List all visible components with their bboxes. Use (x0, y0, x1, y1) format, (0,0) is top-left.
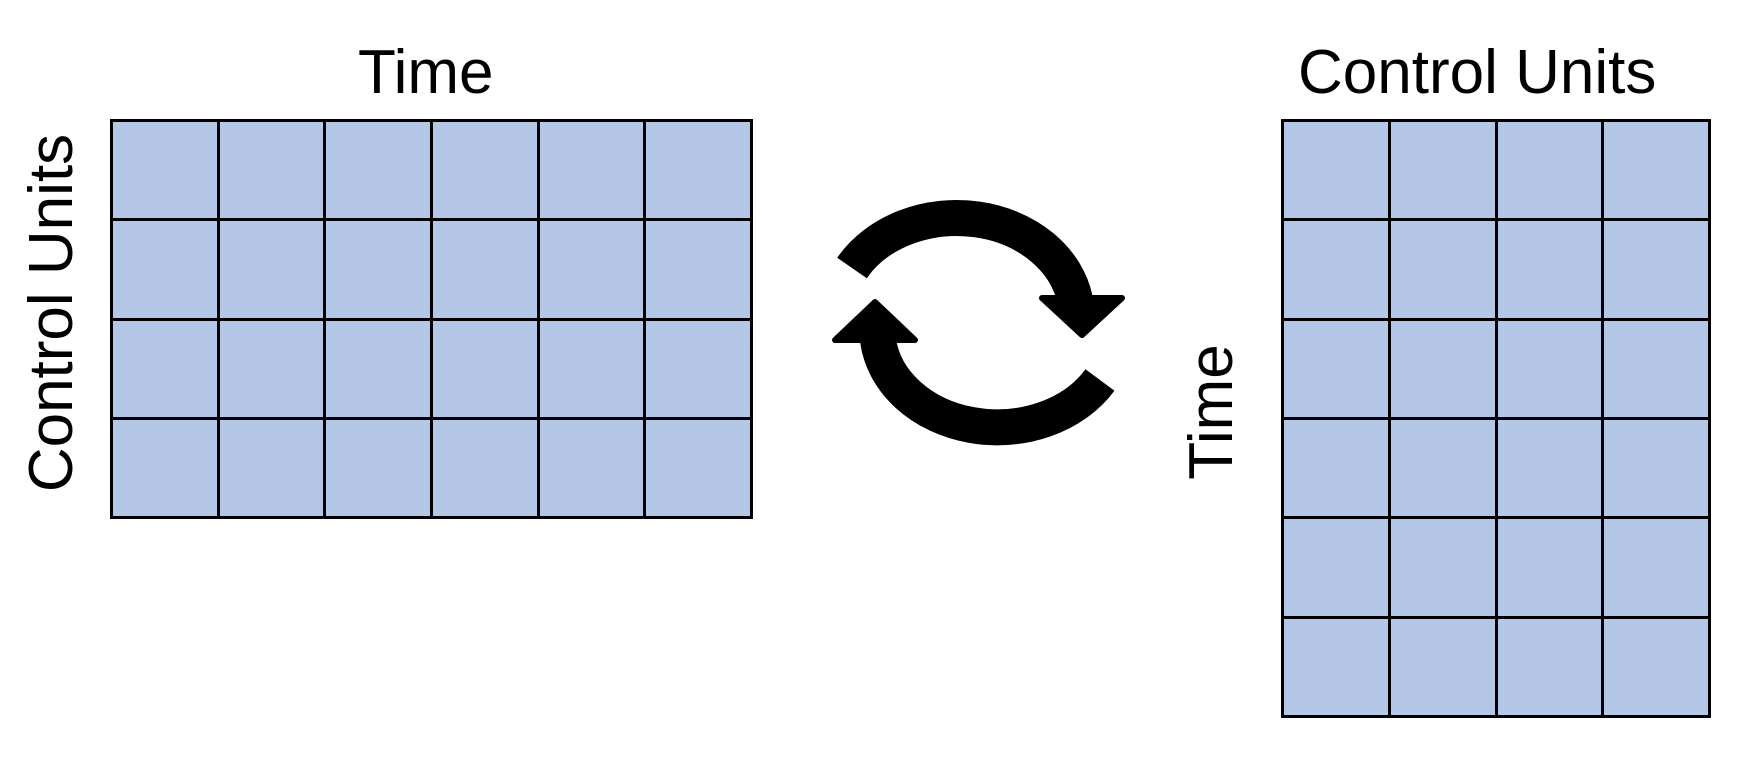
matrix-cell (219, 320, 324, 417)
matrix-cell (1604, 420, 1708, 517)
matrix-cell (326, 320, 430, 417)
matrix-cell (539, 221, 644, 318)
matrix-cell (1284, 122, 1388, 219)
left-matrix-grid (110, 119, 753, 519)
matrix-cell (1284, 519, 1388, 616)
right-matrix-grid (1281, 119, 1711, 718)
matrix-cell (1497, 618, 1602, 715)
matrix-cell (1604, 122, 1708, 219)
matrix-cell (219, 419, 324, 516)
matrix-cell (432, 122, 537, 219)
matrix-cell (539, 320, 644, 417)
matrix-cell (1390, 519, 1495, 616)
matrix-cell (646, 122, 750, 219)
matrix-cell (1604, 221, 1708, 318)
matrix-cell (326, 221, 430, 318)
matrix-cell (1497, 320, 1602, 417)
matrix-cell (1284, 221, 1388, 318)
matrix-cell (1390, 618, 1495, 715)
matrix-cell (539, 419, 644, 516)
matrix-cell (1390, 221, 1495, 318)
matrix-cell (539, 122, 644, 219)
matrix-cell (1390, 320, 1495, 417)
matrix-cell (1284, 618, 1388, 715)
matrix-cell (432, 221, 537, 318)
left-matrix-side-label: Control Units (17, 133, 86, 493)
matrix-cell (326, 122, 430, 219)
matrix-cell (432, 320, 537, 417)
left-matrix-top-label: Time (358, 38, 494, 107)
right-matrix-side-label: Time (1177, 344, 1246, 480)
matrix-cell (1497, 122, 1602, 219)
matrix-cell (1604, 519, 1708, 616)
matrix-cell (1497, 420, 1602, 517)
matrix-cell (646, 221, 750, 318)
matrix-cell (326, 419, 430, 516)
matrix-cell (219, 221, 324, 318)
matrix-cell (1604, 618, 1708, 715)
matrix-cell (113, 419, 217, 516)
matrix-cell (646, 419, 750, 516)
bottom-arrow (832, 299, 1115, 446)
cycle-arrows-icon (832, 200, 1125, 446)
right-matrix-top-label: Control Units (1298, 38, 1657, 107)
matrix-cell (432, 419, 537, 516)
matrix-cell (1284, 320, 1388, 417)
matrix-cell (1390, 420, 1495, 517)
matrix-cell (1497, 221, 1602, 318)
matrix-cell (1284, 420, 1388, 517)
matrix-cell (646, 320, 750, 417)
matrix-cell (1390, 122, 1495, 219)
top-arrow (837, 200, 1125, 338)
matrix-cell (1497, 519, 1602, 616)
matrix-cell (219, 122, 324, 219)
matrix-cell (113, 320, 217, 417)
matrix-cell (113, 122, 217, 219)
matrix-cell (113, 221, 217, 318)
matrix-cell (1604, 320, 1708, 417)
